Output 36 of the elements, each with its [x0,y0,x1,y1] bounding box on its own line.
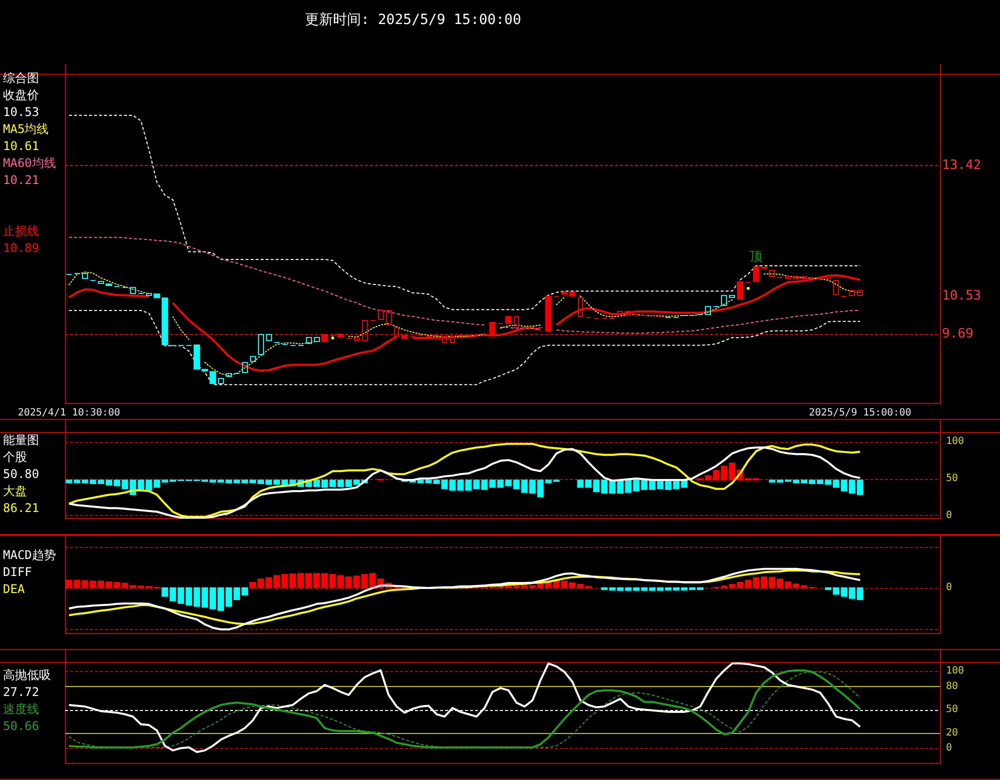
text: 10.89 [3,240,40,257]
y-tick-label: 100 [946,666,964,677]
text: 10.21 [3,172,40,189]
text: 大盘 [3,483,27,500]
text: DIFF [3,564,32,581]
text: 10.53 [3,104,40,121]
chart-title: MACD趋势 [3,547,56,564]
x-tick-label: 2025/5/9 15:00:00 [808,408,912,419]
y-tick-label: 100 [946,436,964,448]
text: MA5均线 [3,121,49,138]
chart-title: 能量图 [3,432,39,449]
text: 27.72 [3,684,40,701]
text: DEA [3,581,25,598]
chart-subtitle: 更新时间: 2025/5/9 15:00:00 [305,11,522,30]
y-tick-label: 0 [946,510,952,522]
text: 高抛低吸 [3,667,51,684]
text: 止损线 [3,223,39,240]
x-tick-label: 2025/4/1 10:30:00 [18,408,120,419]
text: MA60均线 [3,155,56,172]
text: 10.61 [3,138,40,155]
text: 个股 [3,449,27,466]
y-tick-label: 9.69 [942,326,974,342]
y-tick-label: 50 [946,704,958,716]
text: 50.66 [3,718,40,735]
annotation: 顶 [750,250,763,265]
chart-title: 综合图 [3,70,39,87]
text: 50.80 [3,466,40,483]
y-tick-label: 80 [946,681,958,692]
y-tick-label: 20 [946,727,958,738]
y-tick-label: 50 [946,473,958,484]
text: 收盘价 [3,87,39,104]
y-tick-label: 0 [946,742,952,754]
y-tick-label: 10.53 [942,288,982,304]
y-tick-label: 13.42 [942,158,982,173]
text: 86.21 [3,500,40,517]
text: 速度线 [3,701,39,718]
